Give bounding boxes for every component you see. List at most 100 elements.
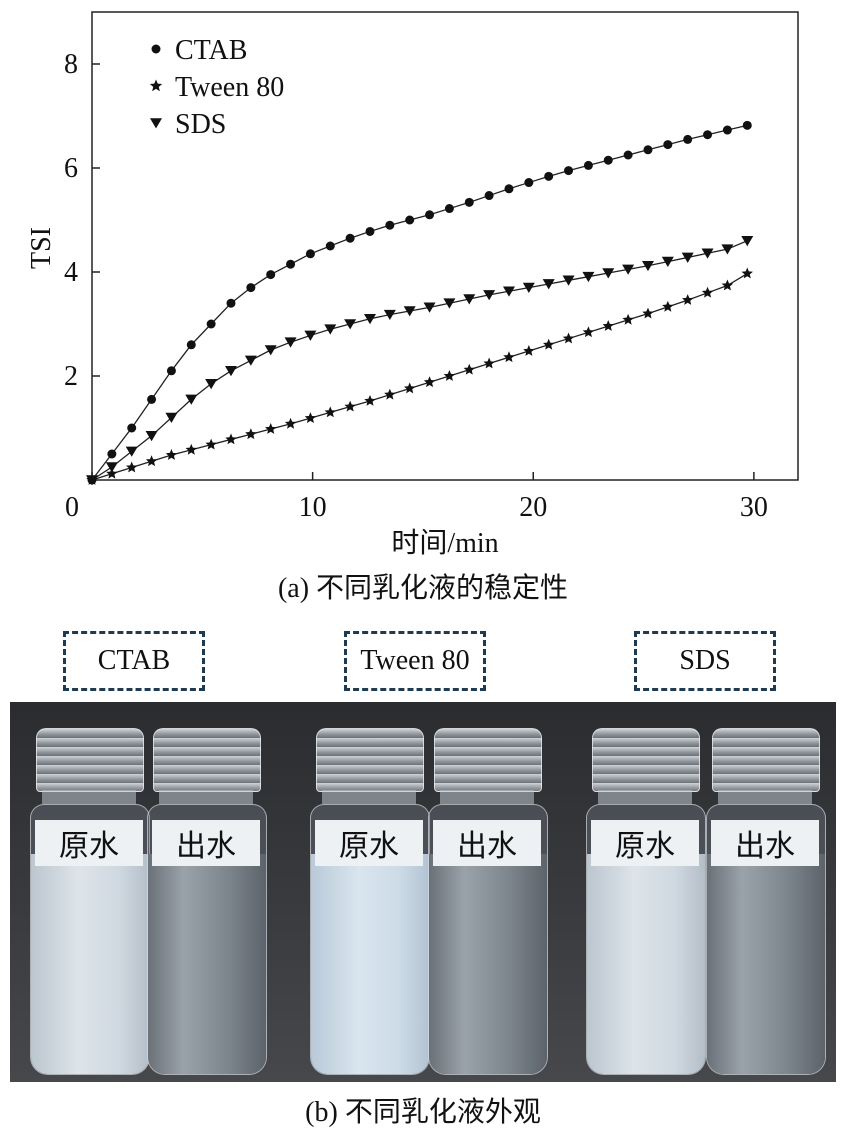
treated-water-vial: 出水 [704, 728, 826, 1075]
legend-label: SDS [175, 109, 226, 140]
data-point [583, 160, 593, 170]
series-line [91, 273, 748, 481]
data-point [344, 400, 356, 412]
data-point [127, 423, 137, 433]
data-point [642, 307, 654, 319]
data-point [324, 324, 337, 335]
data-point [305, 249, 315, 259]
data-point [145, 431, 158, 442]
data-point [423, 376, 436, 388]
data-point [403, 306, 416, 317]
data-point [125, 446, 138, 457]
series-line [91, 240, 748, 481]
data-point [681, 252, 694, 263]
vial-neck-thread [592, 728, 700, 792]
series-ctab [87, 120, 752, 485]
data-point [663, 140, 673, 150]
data-point [683, 134, 693, 144]
vial-liquid [587, 854, 705, 1074]
vial-label: 出水 [711, 820, 819, 866]
data-point [384, 388, 396, 400]
vial-neck [322, 790, 416, 804]
vial-liquid [148, 854, 266, 1074]
legend-marker [150, 118, 162, 129]
data-point [403, 382, 416, 394]
raw-water-vial: 原水 [584, 728, 706, 1075]
raw-water-vial: 原水 [308, 728, 430, 1075]
data-point [165, 412, 178, 423]
data-point [542, 338, 555, 350]
data-point [385, 220, 395, 230]
data-point [742, 120, 752, 130]
data-point [443, 298, 456, 309]
treated-water-vial: 出水 [145, 728, 267, 1075]
group-label-box: CTAB [63, 631, 205, 691]
vial-label: 原水 [35, 820, 143, 866]
data-point [483, 357, 495, 369]
legend-label: Tween 80 [175, 72, 284, 103]
data-point [246, 283, 256, 293]
vial-neck [159, 790, 253, 804]
legend: CTAB Tween 80 SDS [149, 35, 284, 140]
data-point [106, 467, 118, 479]
vial-label: 出水 [152, 820, 260, 866]
data-point [206, 319, 216, 329]
data-point [681, 294, 694, 305]
data-point [304, 412, 317, 423]
y-tick-label: 6 [64, 153, 78, 184]
data-point [205, 379, 218, 390]
vial-neck-thread [434, 728, 542, 792]
group-label-box: SDS [634, 631, 776, 691]
data-point [602, 320, 614, 331]
data-point [264, 345, 277, 356]
data-point [226, 298, 236, 308]
vial-liquid [311, 854, 429, 1074]
series-layer [86, 120, 754, 486]
data-point [641, 260, 654, 272]
data-point [405, 215, 415, 225]
vial-neck [440, 790, 534, 804]
x-tick-label: 20 [519, 492, 547, 523]
data-point [661, 256, 674, 267]
data-point [324, 406, 336, 418]
data-point [463, 294, 476, 305]
vial-neck-thread [316, 728, 424, 792]
data-point [185, 394, 198, 405]
data-point [622, 313, 634, 325]
x-tick-label: 30 [740, 492, 768, 523]
group-label-box: Tween 80 [344, 631, 486, 691]
series-tween-80 [86, 267, 753, 485]
data-point [325, 241, 335, 251]
data-point [542, 279, 555, 290]
data-point [344, 319, 357, 330]
data-point [464, 197, 474, 207]
data-point [484, 191, 494, 201]
vial-neck-thread [153, 728, 261, 792]
data-point [286, 259, 296, 269]
data-point [166, 366, 176, 376]
data-point [622, 264, 635, 275]
vial-neck [42, 790, 136, 804]
data-point [602, 268, 615, 279]
data-point [701, 248, 714, 259]
data-point [225, 433, 237, 445]
legend-marker [151, 44, 161, 54]
data-point [524, 178, 534, 188]
data-point [721, 279, 734, 291]
data-point [245, 428, 257, 440]
legend-label: CTAB [175, 35, 247, 66]
data-point [145, 455, 158, 467]
data-point [741, 267, 753, 279]
data-point [643, 145, 653, 155]
series-sds [86, 236, 754, 486]
data-point [284, 337, 297, 348]
data-point [186, 340, 196, 350]
plot-frame [91, 11, 799, 481]
data-point [364, 394, 376, 406]
axes: 0 10 20 30 2 4 6 8 [64, 49, 768, 523]
vial-label: 原水 [315, 820, 423, 866]
vial-neck-thread [36, 728, 144, 792]
data-point [504, 184, 514, 194]
vial-liquid [429, 854, 547, 1074]
data-point [703, 130, 713, 140]
